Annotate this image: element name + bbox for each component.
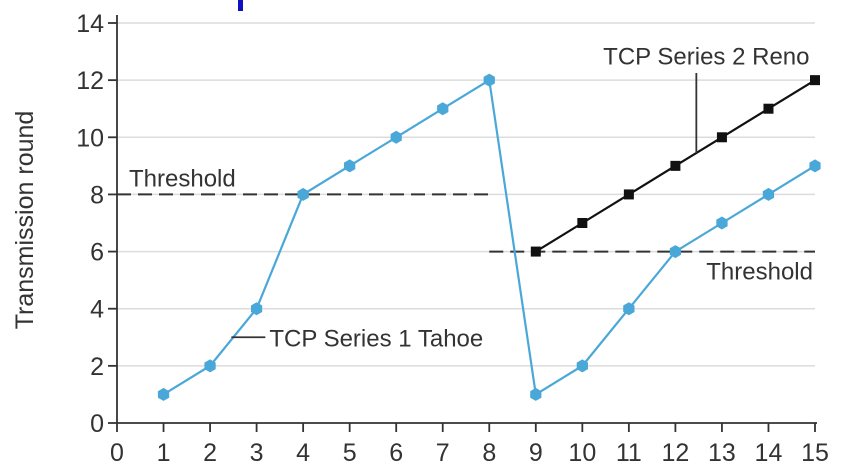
y-tick-label-8: 8 [90,181,104,209]
x-tick-label-4: 4 [296,439,310,467]
series-2-point-13 [716,132,727,143]
series-1-point-2 [204,359,216,373]
series-line-1 [162,78,816,397]
axes [108,15,817,432]
series-2-point-12 [670,160,681,171]
y-tick-label-2: 2 [90,353,104,381]
series-2-point-11 [623,189,634,200]
threshold-label-2: Threshold [706,259,813,286]
x-tick-label-11: 11 [616,439,642,467]
series-1-point-10 [576,359,588,373]
series-1-point-7 [437,102,449,116]
series-1-point-5 [344,159,356,173]
series-1-point-13 [716,216,728,230]
y-tick-label-4: 4 [90,296,104,324]
x-tick-label-10: 10 [568,439,596,467]
x-tick-label-15: 15 [801,439,829,467]
x-tick-label-0: 0 [110,439,124,467]
x-tick-label-8: 8 [482,439,496,467]
x-tick-label-14: 14 [755,439,783,467]
y-axis-title: Transmission round [11,111,39,330]
series-1-point-9 [530,387,542,401]
series-1-point-11 [623,302,635,316]
x-tick-label-12: 12 [661,439,689,467]
series-1-point-4 [297,187,309,201]
series-2-point-10 [577,218,588,228]
x-tick-label-7: 7 [436,439,450,467]
y-tick-label-14: 14 [76,10,104,38]
x-tick-label-5: 5 [343,439,357,467]
series-1-point-3 [251,302,263,316]
x-tick-label-3: 3 [250,439,264,467]
annotation-tahoe: TCP Series 1 Tahoe [269,325,483,352]
accent-mark [238,0,243,11]
x-tick-label-13: 13 [708,439,736,467]
series-group [157,73,821,401]
annotation-reno: TCP Series 2 Reno [603,43,809,70]
annotations: TCP Series 1 Tahoe TCP Series 2 Reno [231,43,810,352]
y-tick-label-10: 10 [76,124,104,152]
x-tick-label-2: 2 [203,439,217,467]
threshold-label-1: Threshold [129,165,236,192]
y-tick-label-12: 12 [76,67,104,95]
x-tick-label-1: 1 [157,439,171,467]
series-2-point-14 [763,103,774,114]
y-tick-label-6: 6 [90,239,104,267]
y-tick-label-0: 0 [90,410,104,438]
x-tick-label-9: 9 [529,439,543,467]
series-1-point-6 [390,130,402,144]
series-2-point-9 [530,246,541,257]
series-1-point-14 [762,187,775,201]
x-tick-label-6: 6 [389,439,403,467]
series-1-point-15 [809,159,821,173]
series-1-point-1 [157,387,170,401]
threshold-lines: Threshold Threshold [117,165,815,286]
series-1-point-12 [669,245,681,259]
series-1-point-8 [483,73,495,87]
series-2-point-15 [810,75,820,86]
